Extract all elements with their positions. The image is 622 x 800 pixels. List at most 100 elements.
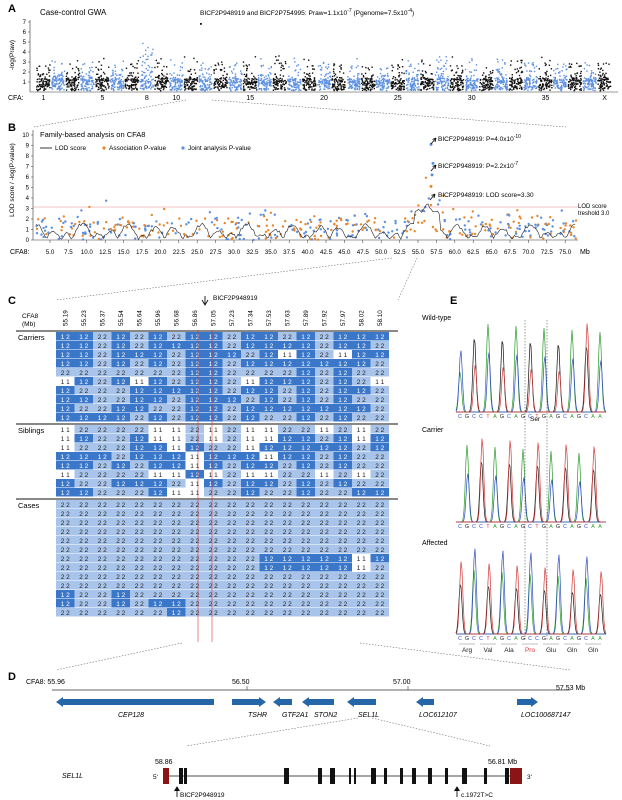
a-point	[536, 76, 538, 79]
a-point	[519, 82, 521, 85]
a-point	[220, 81, 222, 83]
genotype-text: 2 2	[283, 370, 292, 377]
genotype-text: 1 2	[153, 415, 162, 422]
b-point	[174, 232, 177, 235]
a-point	[321, 81, 324, 83]
a-point	[143, 71, 145, 74]
a-point	[505, 74, 507, 76]
a-point	[48, 75, 51, 77]
genotype-text: 2 2	[98, 361, 107, 368]
a-point	[361, 73, 363, 75]
genotype-cell	[56, 488, 75, 497]
a-point	[539, 78, 542, 80]
a-point	[252, 78, 254, 81]
a-point	[62, 75, 64, 78]
a-point	[418, 88, 420, 90]
genotype-text: 2 2	[135, 502, 144, 509]
a-point	[546, 84, 548, 86]
a-point	[357, 85, 359, 88]
a-point	[588, 84, 590, 86]
a-point	[317, 84, 319, 86]
genotype-cell	[204, 536, 223, 545]
a-point	[502, 80, 504, 82]
a-point	[602, 72, 604, 75]
a-point	[417, 82, 419, 85]
b-point	[239, 233, 242, 237]
a-point	[331, 86, 333, 89]
a-point	[474, 87, 476, 89]
genotype-cell	[74, 443, 93, 452]
b-point	[411, 217, 414, 220]
b-point	[40, 233, 43, 236]
a-point	[357, 77, 359, 79]
genotype-text: 2 2	[98, 427, 107, 434]
annotation-2: BICF2P948919: P=2.2x10-7	[438, 161, 518, 170]
a-point	[333, 80, 336, 82]
genotype-cell	[148, 470, 167, 479]
a-point	[322, 62, 325, 64]
b-point	[92, 236, 95, 239]
a-point	[414, 67, 416, 70]
a-point	[438, 77, 440, 80]
c-position-label: 55.19	[62, 310, 69, 326]
a-point	[280, 84, 282, 86]
b-point	[292, 227, 296, 230]
a-point	[324, 81, 326, 83]
a-point	[485, 84, 487, 86]
lod-score-line	[35, 203, 576, 241]
a-point	[296, 86, 298, 89]
b-point	[223, 221, 226, 225]
a-point	[532, 64, 534, 67]
a-point	[55, 84, 57, 86]
a-point	[308, 83, 310, 85]
a-point	[454, 84, 457, 87]
genotype-text: 1 2	[79, 463, 88, 470]
a-point	[429, 82, 431, 84]
genotype-cell	[352, 488, 371, 497]
a-point	[167, 80, 169, 83]
a-point	[204, 86, 206, 88]
a-point	[424, 78, 426, 80]
a-point	[479, 86, 481, 88]
a-point	[63, 84, 65, 86]
a-point	[288, 75, 290, 77]
a-point	[347, 82, 349, 84]
a-point	[43, 87, 45, 89]
a-point	[428, 79, 431, 81]
a-point	[516, 60, 519, 62]
genotype-text: 2 2	[79, 388, 88, 395]
a-point	[91, 88, 93, 90]
a-point	[411, 84, 413, 86]
a-point	[198, 77, 200, 79]
a-point	[108, 85, 110, 88]
b-point	[351, 230, 354, 233]
panel-a-ylabel: -log(Praw)	[9, 40, 16, 70]
a-point	[336, 80, 338, 82]
a-point	[499, 87, 501, 89]
a-point	[258, 77, 260, 79]
a-chr-label: 15	[246, 95, 254, 102]
a-point	[156, 87, 159, 89]
a-ytick-label: 4	[23, 50, 27, 56]
a-point	[374, 84, 376, 87]
a-point	[376, 83, 378, 85]
b-point	[160, 231, 164, 234]
a-point	[380, 68, 383, 71]
b-point	[76, 215, 79, 219]
a-point	[542, 77, 544, 79]
genotype-cell	[278, 341, 297, 350]
a-point	[311, 82, 313, 84]
b-peak-point	[430, 173, 434, 177]
genotype-cell	[111, 479, 130, 488]
a-point	[521, 70, 523, 73]
a-point	[313, 77, 316, 79]
b-point	[271, 224, 275, 227]
a-point	[501, 78, 504, 80]
a-point	[266, 77, 268, 80]
genotype-cell	[296, 341, 315, 350]
genotype-cell	[93, 452, 112, 461]
b-point	[116, 223, 120, 226]
a-point	[297, 64, 299, 66]
a-point	[118, 77, 121, 79]
genotype-cell	[148, 545, 167, 554]
